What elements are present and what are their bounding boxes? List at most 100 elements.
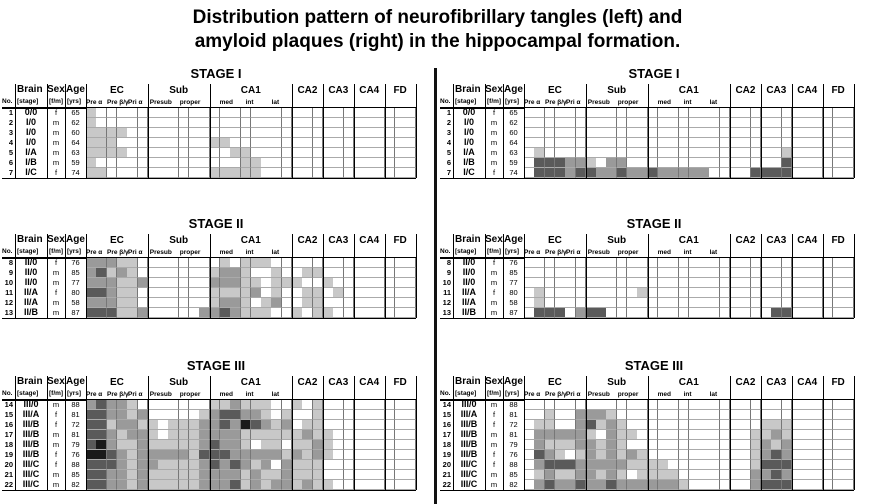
row-number: 12 [442, 298, 451, 307]
sex-value: f [54, 258, 58, 267]
density-cell [106, 480, 118, 490]
density-cell [699, 278, 710, 288]
density-cell [353, 298, 365, 308]
density-cell [637, 308, 649, 318]
density-cell [688, 480, 700, 490]
density-cell [750, 108, 762, 118]
density-cell [137, 308, 149, 318]
brain-stage: I/C [463, 167, 475, 177]
brain-stage: II/0 [462, 277, 476, 287]
sex-value: m [52, 268, 60, 277]
density-cell [158, 410, 169, 420]
density-cell [395, 440, 406, 450]
density-cell [384, 148, 396, 158]
sex-value: f [492, 410, 496, 419]
age-value: 82 [509, 480, 518, 489]
density-cell [822, 460, 834, 470]
density-cell [750, 480, 762, 490]
density-cell [106, 450, 118, 460]
density-cell [219, 148, 231, 158]
density-cell [760, 460, 772, 470]
density-cell [668, 440, 679, 450]
density-cell [647, 420, 659, 430]
density-cell [668, 108, 679, 118]
density-cell [353, 430, 365, 440]
density-cell [616, 138, 628, 148]
density-cell [740, 470, 752, 480]
density-cell [158, 118, 169, 128]
brain-stage: III/C [22, 469, 40, 479]
density-cell [544, 138, 556, 148]
density-cell [271, 308, 283, 318]
density-cell [384, 460, 396, 470]
density-cell [158, 278, 169, 288]
density-cell [565, 440, 576, 450]
brain-stage: II/0 [24, 267, 38, 277]
density-cell [740, 420, 752, 430]
density-cell [116, 138, 128, 148]
header-brain: Brain [455, 234, 481, 245]
density-cell [250, 298, 262, 308]
density-cell [647, 108, 659, 118]
density-cell [199, 288, 211, 298]
density-cell [158, 480, 169, 490]
density-cell [802, 480, 813, 490]
stage-title: STAGE I [190, 66, 242, 81]
density-cell [843, 268, 855, 278]
column-rule [147, 84, 149, 178]
density-cell [524, 480, 535, 490]
density-cell [554, 258, 566, 268]
sex-value: m [490, 308, 498, 317]
sex-value: m [490, 158, 498, 167]
ec-subheader: Pre β/γ [545, 99, 567, 106]
density-cell [322, 158, 334, 168]
density-cell [637, 440, 649, 450]
column-rule [485, 234, 486, 318]
brain-stage: I/A [25, 147, 37, 157]
density-cell [96, 258, 108, 268]
density-cell [158, 460, 169, 470]
density-cell [86, 400, 97, 410]
column-rule [47, 234, 48, 318]
density-cell [219, 420, 231, 430]
region-header: FD [393, 85, 407, 96]
density-cell [730, 430, 741, 440]
density-cell [760, 298, 772, 308]
brain-stage: III/B [22, 419, 40, 429]
density-cell [168, 128, 180, 138]
ca1-subheader: lat [271, 99, 280, 106]
density-cell [209, 470, 221, 480]
density-cell [322, 440, 334, 450]
density-cell [668, 118, 679, 128]
age-value: 85 [71, 470, 80, 479]
density-cell [730, 148, 741, 158]
sex-value: m [490, 138, 498, 147]
density-cell [405, 440, 417, 450]
density-cell [230, 258, 241, 268]
density-cell [147, 128, 159, 138]
density-cell [554, 128, 566, 138]
density-cell [302, 308, 314, 318]
density-cell [158, 268, 169, 278]
density-cell [688, 278, 700, 288]
density-cell [565, 158, 576, 168]
density-cell [688, 298, 700, 308]
density-cell [189, 168, 200, 178]
density-cell [281, 148, 293, 158]
density-cell [86, 308, 97, 318]
density-cell [405, 430, 417, 440]
density-cell [240, 258, 252, 268]
density-cell [585, 298, 597, 308]
sub-subheader: Presub [587, 391, 610, 398]
density-cell [781, 278, 793, 288]
density-cell [802, 420, 813, 430]
density-cell [158, 308, 169, 318]
density-cell [688, 420, 700, 430]
density-cell [596, 298, 607, 308]
density-cell [719, 158, 731, 168]
density-cell [554, 460, 566, 470]
density-cell [802, 278, 813, 288]
density-cell [802, 288, 813, 298]
sex-value: m [52, 138, 60, 147]
header-brain: Brain [17, 376, 43, 387]
